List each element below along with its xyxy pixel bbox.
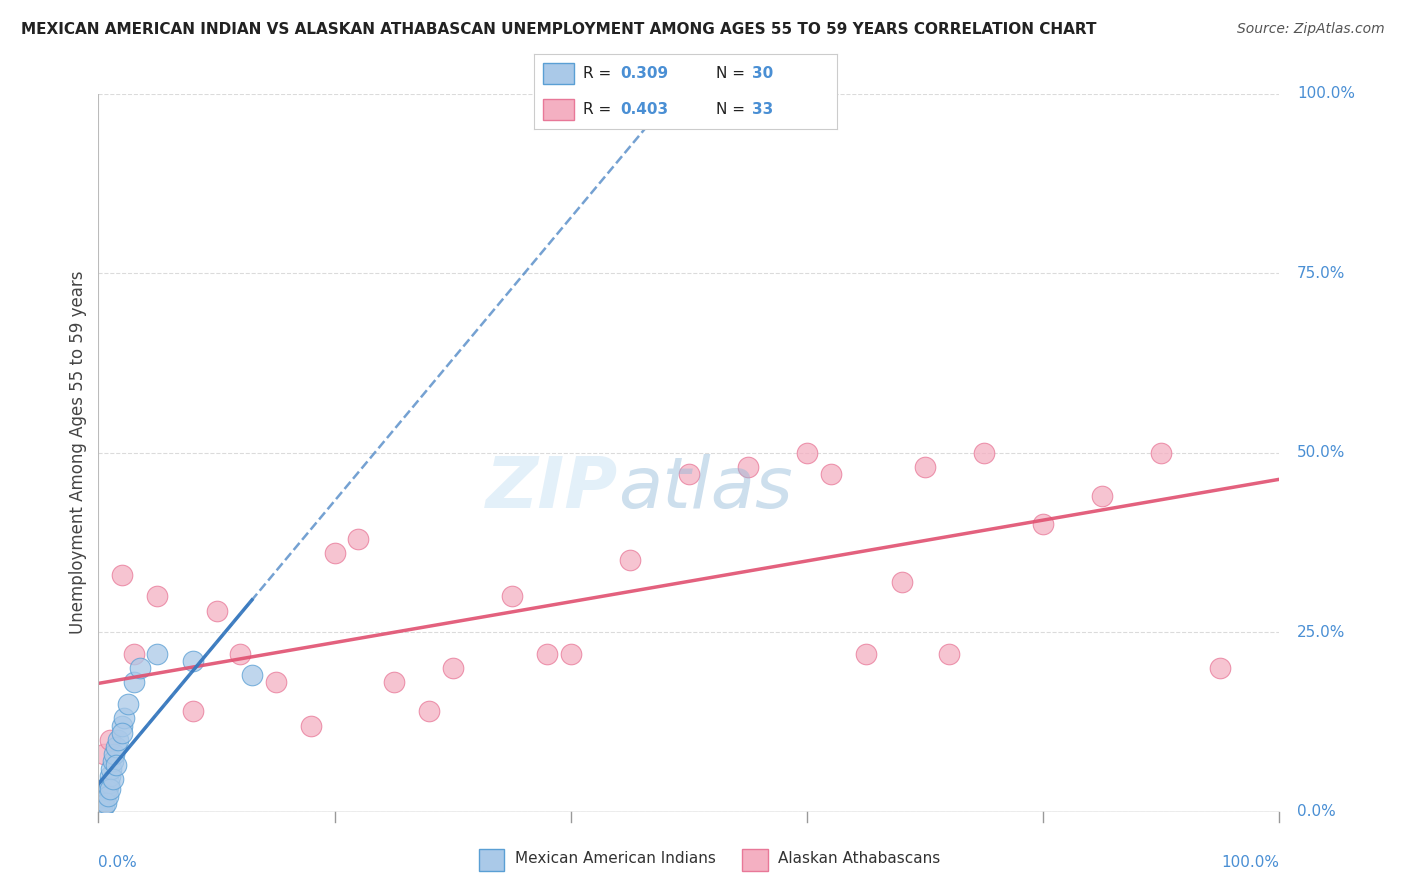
Text: 33: 33: [752, 102, 773, 117]
Point: [1209, 661, 1232, 675]
Point: [146, 647, 169, 661]
Point: [619, 553, 641, 567]
Point: [1032, 517, 1054, 532]
Point: [93, 799, 115, 814]
Text: Source: ZipAtlas.com: Source: ZipAtlas.com: [1237, 22, 1385, 37]
Point: [1150, 446, 1173, 460]
Point: [111, 718, 134, 732]
Point: [181, 654, 204, 668]
Point: [323, 546, 346, 560]
Point: [105, 758, 128, 772]
Point: [91, 803, 114, 817]
Text: 100.0%: 100.0%: [1298, 87, 1355, 101]
Point: [97, 780, 120, 794]
Point: [264, 675, 287, 690]
Point: [938, 647, 960, 661]
Point: [93, 747, 115, 762]
Text: 100.0%: 100.0%: [1222, 855, 1279, 870]
Point: [91, 794, 114, 808]
Text: 75.0%: 75.0%: [1298, 266, 1346, 281]
Point: [98, 776, 121, 790]
Point: [560, 647, 582, 661]
Point: [90, 801, 112, 815]
Point: [103, 747, 125, 762]
Bar: [742, 849, 768, 871]
Point: [98, 781, 121, 796]
Point: [112, 711, 135, 725]
Point: [122, 675, 145, 690]
Point: [101, 772, 124, 787]
Point: [890, 574, 912, 589]
Point: [111, 725, 134, 739]
Point: [299, 718, 322, 732]
Y-axis label: Unemployment Among Ages 55 to 59 years: Unemployment Among Ages 55 to 59 years: [69, 271, 87, 634]
Point: [796, 446, 818, 460]
Text: atlas: atlas: [619, 454, 793, 523]
Text: 0.309: 0.309: [620, 66, 669, 81]
Point: [94, 787, 117, 801]
Bar: [479, 849, 505, 871]
Point: [98, 733, 121, 747]
Point: [105, 740, 128, 755]
Text: Alaskan Athabascans: Alaskan Athabascans: [778, 852, 941, 866]
Point: [93, 790, 115, 805]
Point: [501, 590, 523, 604]
Point: [347, 532, 370, 546]
Point: [128, 661, 150, 675]
Text: Mexican American Indians: Mexican American Indians: [515, 852, 716, 866]
Point: [91, 797, 114, 812]
Bar: [543, 62, 574, 84]
Point: [855, 647, 877, 661]
Point: [107, 733, 129, 747]
Point: [240, 668, 263, 682]
Text: 50.0%: 50.0%: [1298, 445, 1346, 460]
Point: [820, 467, 842, 482]
Point: [536, 647, 558, 661]
Point: [97, 789, 120, 803]
Text: 0.403: 0.403: [620, 102, 669, 117]
Point: [737, 460, 759, 475]
Point: [94, 796, 117, 810]
Point: [418, 704, 440, 718]
Text: R =: R =: [582, 102, 616, 117]
Point: [111, 567, 134, 582]
Point: [91, 783, 114, 797]
Text: N =: N =: [716, 66, 749, 81]
Point: [98, 769, 121, 783]
Text: 0.0%: 0.0%: [1298, 805, 1336, 819]
Point: [146, 590, 169, 604]
Text: MEXICAN AMERICAN INDIAN VS ALASKAN ATHABASCAN UNEMPLOYMENT AMONG AGES 55 TO 59 Y: MEXICAN AMERICAN INDIAN VS ALASKAN ATHAB…: [21, 22, 1097, 37]
Text: N =: N =: [716, 102, 749, 117]
Text: 30: 30: [752, 66, 773, 81]
Text: ZIP: ZIP: [486, 454, 619, 523]
Point: [205, 604, 228, 618]
Point: [441, 661, 464, 675]
Point: [122, 647, 145, 661]
Text: 25.0%: 25.0%: [1298, 624, 1346, 640]
Point: [1091, 489, 1114, 503]
Point: [181, 704, 204, 718]
Point: [100, 762, 122, 776]
Point: [914, 460, 936, 475]
Text: 0.0%: 0.0%: [98, 855, 138, 870]
Point: [101, 755, 124, 769]
Point: [96, 783, 118, 797]
Bar: [543, 99, 574, 120]
Point: [678, 467, 700, 482]
Point: [117, 697, 139, 711]
Point: [382, 675, 405, 690]
Point: [229, 647, 252, 661]
Text: R =: R =: [582, 66, 616, 81]
Point: [973, 446, 995, 460]
